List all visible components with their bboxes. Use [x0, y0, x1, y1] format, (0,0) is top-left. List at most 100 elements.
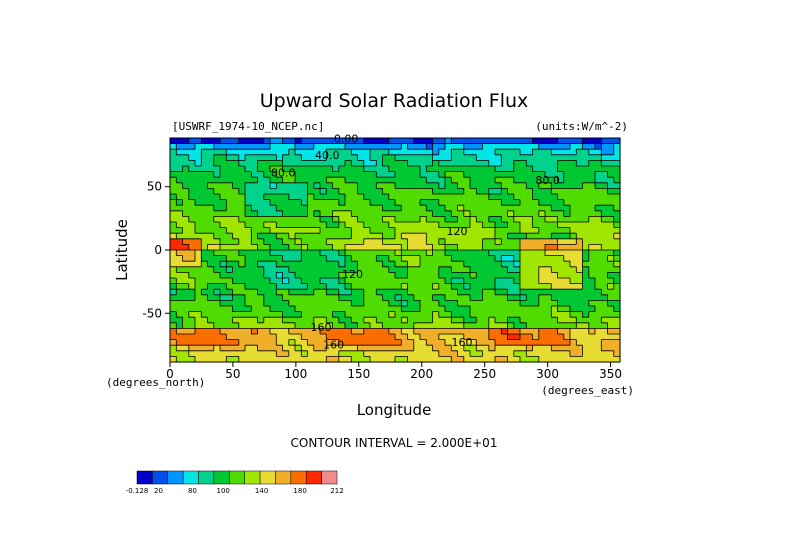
- heatmap-cell: [270, 182, 277, 189]
- heatmap-cell: [182, 317, 190, 324]
- heatmap-cell: [388, 216, 396, 223]
- heatmap-cell: [395, 294, 402, 301]
- heatmap-cell: [351, 334, 359, 341]
- heatmap-cell: [382, 356, 390, 363]
- heatmap-cell: [182, 227, 190, 234]
- heatmap-cell: [332, 149, 340, 156]
- heatmap-cell: [570, 177, 577, 184]
- heatmap-cell: [520, 149, 527, 156]
- heatmap-cell: [576, 328, 584, 335]
- heatmap-cell: [476, 294, 484, 301]
- heatmap-cell: [382, 205, 390, 212]
- heatmap-cell: [595, 317, 602, 324]
- heatmap-cell: [307, 266, 315, 273]
- heatmap-cell: [201, 289, 209, 296]
- heatmap-cell: [426, 138, 434, 145]
- heatmap-cell: [457, 177, 465, 184]
- heatmap-cell: [407, 188, 415, 195]
- heatmap-cell: [351, 138, 359, 145]
- heatmap-cell: [301, 250, 309, 257]
- heatmap-cell: [495, 222, 502, 229]
- heatmap-cell: [582, 250, 590, 257]
- heatmap-cell: [495, 149, 502, 156]
- heatmap-cell: [526, 188, 534, 195]
- heatmap-cell: [457, 311, 465, 318]
- heatmap-cell: [313, 289, 321, 296]
- contour-label: 160: [323, 339, 344, 352]
- heatmap-cell: [488, 188, 496, 195]
- heatmap-cell: [482, 289, 490, 296]
- heatmap-cell: [588, 244, 596, 251]
- heatmap-cell: [438, 311, 446, 318]
- heatmap-cell: [363, 317, 371, 324]
- heatmap-cell: [282, 177, 290, 184]
- heatmap-cell: [426, 222, 434, 229]
- heatmap-cell: [545, 143, 552, 150]
- heatmap-cell: [457, 238, 465, 245]
- heatmap-cell: [563, 154, 571, 161]
- heatmap-cell: [513, 334, 521, 341]
- heatmap-cell: [201, 317, 209, 324]
- heatmap-cell: [295, 255, 302, 262]
- heatmap-cell: [457, 328, 465, 335]
- heatmap-cell: [370, 300, 377, 307]
- heatmap-cell: [607, 238, 615, 245]
- heatmap-cell: [601, 311, 609, 318]
- heatmap-cell: [520, 356, 527, 363]
- heatmap-cell: [532, 255, 540, 262]
- heatmap-cell: [551, 238, 559, 245]
- heatmap-cell: [276, 322, 284, 329]
- heatmap-cell: [195, 356, 202, 363]
- heatmap-cell: [588, 328, 596, 335]
- heatmap-cell: [370, 317, 377, 324]
- heatmap-cell: [557, 171, 565, 178]
- heatmap-cell: [351, 199, 359, 206]
- heatmap-cell: [401, 356, 409, 363]
- heatmap-cell: [413, 233, 421, 240]
- heatmap-cell: [463, 244, 471, 251]
- heatmap-cell: [276, 233, 284, 240]
- heatmap-cell: [501, 261, 509, 268]
- heatmap-cell: [357, 322, 365, 329]
- heatmap-cell: [576, 261, 584, 268]
- heatmap-cell: [176, 149, 184, 156]
- heatmap-cell: [188, 227, 196, 234]
- heatmap-cell: [582, 328, 590, 335]
- heatmap-cell: [338, 138, 346, 145]
- heatmap-cell: [195, 210, 202, 217]
- heatmap-cell: [463, 250, 471, 257]
- heatmap-cell: [570, 233, 577, 240]
- heatmap-cell: [301, 171, 309, 178]
- heatmap-cell: [395, 345, 402, 352]
- heatmap-cell: [607, 272, 615, 279]
- heatmap-cell: [563, 272, 571, 279]
- heatmap-cell: [270, 199, 277, 206]
- heatmap-cell: [245, 205, 252, 212]
- heatmap-cell: [563, 182, 571, 189]
- heatmap-cell: [538, 205, 546, 212]
- heatmap-cell: [226, 138, 234, 145]
- heatmap-cell: [476, 194, 484, 201]
- heatmap-cell: [182, 250, 190, 257]
- heatmap-cell: [395, 177, 402, 184]
- heatmap-cell: [382, 238, 390, 245]
- heatmap-cell: [182, 350, 190, 357]
- heatmap-cell: [457, 194, 465, 201]
- heatmap-cell: [238, 266, 246, 273]
- heatmap-cell: [282, 261, 290, 268]
- heatmap-cell: [376, 149, 384, 156]
- heatmap-cell: [245, 188, 252, 195]
- heatmap-cell: [476, 171, 484, 178]
- heatmap-cell: [320, 182, 327, 189]
- heatmap-cell: [463, 194, 471, 201]
- heatmap-cell: [570, 306, 577, 313]
- heatmap-cell: [307, 294, 315, 301]
- heatmap-cell: [176, 294, 184, 301]
- heatmap-cell: [282, 294, 290, 301]
- heatmap-cell: [395, 250, 402, 257]
- heatmap-cell: [507, 278, 515, 285]
- heatmap-cell: [432, 250, 440, 257]
- heatmap-cell: [595, 210, 602, 217]
- heatmap-cell: [613, 289, 621, 296]
- heatmap-cell: [607, 356, 615, 363]
